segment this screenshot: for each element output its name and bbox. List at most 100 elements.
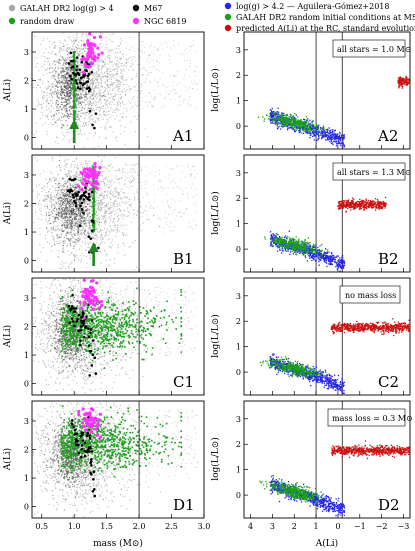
galah-point <box>76 214 78 216</box>
galah-point <box>126 197 128 199</box>
galah-point <box>98 75 100 78</box>
galah-point <box>94 78 96 80</box>
galah-point <box>194 71 196 73</box>
galah-point <box>108 39 111 41</box>
galah-point <box>77 116 79 118</box>
galah-point <box>57 184 59 186</box>
galah-point <box>63 74 65 76</box>
galah-point <box>65 68 67 70</box>
galah-point <box>129 203 131 206</box>
galah-point <box>89 73 92 75</box>
galah-point <box>133 209 135 211</box>
galah-point <box>128 204 130 206</box>
galah-point <box>37 203 40 205</box>
galah-point <box>51 43 53 45</box>
galah-point <box>100 199 102 201</box>
galah-point <box>139 49 141 51</box>
galah-point <box>85 96 87 98</box>
galah-point <box>74 242 76 244</box>
galah-point <box>55 208 57 210</box>
galah-point <box>154 79 156 81</box>
galah-point <box>88 223 90 225</box>
galah-point <box>94 87 96 89</box>
galah-point <box>76 109 78 111</box>
galah-point <box>78 183 80 185</box>
galah-point <box>120 72 122 74</box>
galah-point <box>75 96 77 98</box>
galah-point <box>150 82 152 84</box>
galah-point <box>87 219 89 221</box>
random-draw-point <box>73 92 75 95</box>
galah-point <box>54 206 56 209</box>
galah-point <box>89 184 92 186</box>
galah-point <box>54 67 57 69</box>
galah-point <box>91 200 93 202</box>
galah-point <box>79 79 81 81</box>
galah-point <box>73 215 75 217</box>
galah-point <box>94 72 96 74</box>
galah-point <box>101 207 103 209</box>
galah-point <box>60 228 62 231</box>
galah-point <box>94 90 96 92</box>
galah-point <box>76 171 78 173</box>
galah-point <box>81 107 83 109</box>
galah-point <box>62 227 64 229</box>
random-draw-point <box>73 56 76 59</box>
galah-point <box>108 55 110 57</box>
galah-point <box>60 86 62 88</box>
galah-point <box>120 63 122 65</box>
galah-point <box>99 209 101 211</box>
galah-point <box>57 81 59 83</box>
galah-point <box>109 109 111 112</box>
galah-point <box>121 81 123 83</box>
ngc6819-point <box>92 54 96 58</box>
galah-point <box>154 201 156 203</box>
galah-point <box>166 46 168 48</box>
galah-point <box>50 104 52 106</box>
galah-point <box>102 195 104 197</box>
galah-point <box>89 122 91 125</box>
galah-point <box>52 75 54 77</box>
galah-point <box>156 49 158 51</box>
galah-point <box>53 218 56 220</box>
galah-point <box>121 74 123 76</box>
galah-point <box>124 192 126 194</box>
galah-point <box>80 232 83 234</box>
galah-point <box>77 173 79 176</box>
galah-point <box>88 228 90 230</box>
galah-point <box>40 210 42 212</box>
galah-point <box>89 229 91 231</box>
galah-point <box>74 245 76 247</box>
galah-point <box>119 102 121 104</box>
galah-point <box>137 89 140 92</box>
galah-point <box>66 124 68 126</box>
galah-point <box>115 47 117 49</box>
galah-point <box>113 205 115 207</box>
galah-point <box>87 163 89 165</box>
galah-point <box>116 191 118 193</box>
galah-point <box>87 179 89 181</box>
legend-label-random: random draw <box>20 17 75 26</box>
galah-point <box>114 118 116 120</box>
galah-point <box>48 96 50 98</box>
galah-point <box>53 176 55 178</box>
galah-point <box>119 183 121 185</box>
galah-point <box>51 71 54 73</box>
galah-point <box>81 66 83 68</box>
galah-point <box>64 83 66 85</box>
galah-point <box>51 206 53 208</box>
galah-point <box>105 203 108 205</box>
galah-point <box>110 77 112 79</box>
galah-point <box>72 214 74 216</box>
galah-point <box>50 52 52 55</box>
galah-point <box>109 230 111 232</box>
galah-point <box>107 92 109 94</box>
galah-point <box>73 247 75 249</box>
galah-point <box>62 249 64 251</box>
galah-point <box>64 217 66 219</box>
ngc6819-point <box>92 35 97 40</box>
galah-point <box>65 200 67 202</box>
galah-point <box>91 210 93 212</box>
galah-point <box>61 131 63 133</box>
galah-point <box>67 115 69 117</box>
